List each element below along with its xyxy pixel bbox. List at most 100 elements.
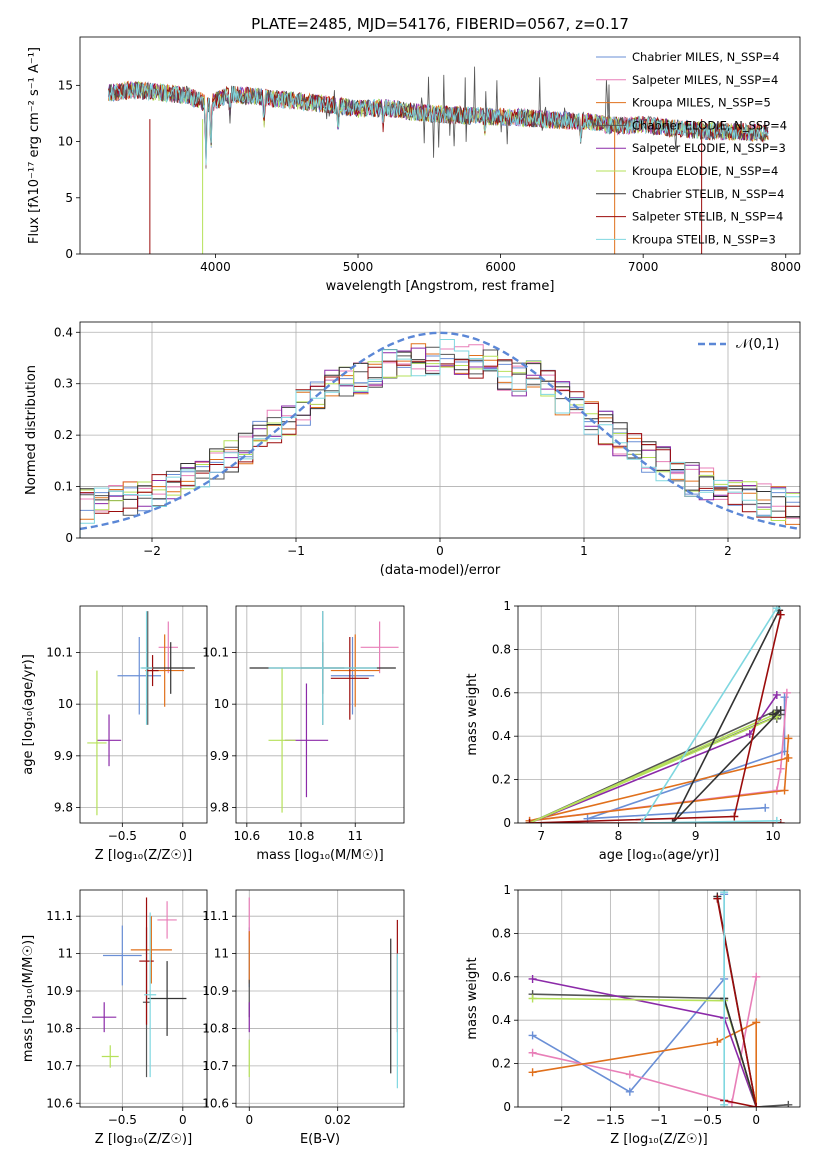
legend-label: Kroupa MILES, N_SSP=5 [632, 96, 771, 110]
weight-marker [768, 710, 777, 719]
y-tick-label: 0.4 [54, 325, 73, 339]
axes-frame [235, 605, 405, 824]
grid [236, 890, 404, 1107]
age-weight-panel: 7 8 9 10 0 0.2 0.4 0.6 0.8 1 age [log₁₀(age/yr)] ma… [465, 599, 801, 863]
weight-line [640, 607, 778, 823]
weight-line [671, 609, 782, 823]
spectrum-panel: 4000 5000 6000 7000 8000 0 5 10 15 wavelength [An… [27, 36, 801, 294]
z-age-panel: −0.5 0 9.8 9.9 10 10.1 Z [log₁₀(Z/Z☉)] age [log… [21, 605, 208, 863]
weight-marker [730, 812, 739, 821]
y-axis-label: mass [log₁₀(M/M☉)] [21, 935, 36, 1062]
x-axis-label: (data-model)/error [380, 563, 501, 578]
weight-marker [772, 690, 781, 699]
y-tick-label: 0.8 [492, 926, 511, 940]
y-tick-label: 1 [503, 599, 511, 613]
weight-line [529, 738, 790, 822]
axes-frame [79, 605, 208, 824]
legend-label: Kroupa STELIB, N_SSP=3 [632, 232, 776, 246]
y-tick-label: 10.8 [46, 1021, 73, 1035]
x-tick-label: −1 [287, 544, 305, 558]
weight-marker [772, 816, 781, 823]
weight-marker [772, 606, 781, 613]
y-tick-label: 5 [65, 191, 73, 205]
y-tick-label: 0.4 [492, 1013, 511, 1027]
x-tick-label: 8000 [770, 260, 801, 274]
histogram-series [80, 339, 800, 538]
y-tick-label: 0.4 [492, 729, 511, 743]
x-axis-label: Z [log₁₀(Z/Z☉)] [95, 848, 192, 863]
y-tick-label: 0 [65, 247, 73, 261]
legend-label: Chabrier MILES, N_SSP=4 [632, 50, 779, 64]
y-tick-label: 10.1 [202, 646, 229, 660]
y-tick-label: 10.8 [202, 1021, 229, 1035]
y-tick-label: 0.6 [492, 686, 511, 700]
y-tick-label: 10 [58, 135, 73, 149]
y-tick-label: 11 [58, 947, 73, 961]
weight-marker [752, 1018, 761, 1027]
legend-label: Salpeter ELODIE, N_SSP=3 [632, 141, 786, 155]
plot-area [108, 66, 769, 254]
z-weight-panel: −2 −1.5 −1 −0.5 0 0 0.2 0.4 0.6 0.8 1 Z [log₁₀(Z/Z☉… [465, 883, 801, 1147]
x-axis-label: age [log₁₀(age/yr)] [599, 848, 720, 863]
x-tick-label: −1 [650, 1113, 668, 1127]
weight-marker [776, 706, 785, 715]
weight-marker [782, 688, 791, 697]
weight-marker [720, 1100, 729, 1107]
legend-label: Chabrier ELODIE, N_SSP=4 [632, 118, 787, 132]
weight-marker [713, 1037, 722, 1046]
grid [236, 606, 404, 823]
x-tick-label: −2 [143, 544, 161, 558]
y-axis-label: Normed distribution [24, 365, 39, 495]
y-tick-label: 0.1 [54, 480, 73, 494]
y-tick-label: 0 [65, 531, 73, 545]
y-axis-label: Flux [fλ10⁻¹⁷ erg cm⁻² s⁻¹ A⁻¹] [27, 47, 42, 244]
x-tick-label: −1.5 [596, 1113, 625, 1127]
y-tick-label: 0.2 [492, 1057, 511, 1071]
plot-area [249, 611, 399, 813]
mass-age-panel: 10.6 10.8 11 9.8 9.9 10 10.1 mass [log₁₀(M/M☉)] [202, 605, 405, 863]
axes-frame [517, 889, 801, 1108]
y-tick-label: 11.1 [46, 909, 73, 923]
x-tick-label: 10 [765, 829, 780, 843]
x-axis-label: wavelength [Angstrom, rest frame] [326, 279, 555, 294]
plot-area [92, 897, 187, 1078]
legend-label: Kroupa ELODIE, N_SSP=4 [632, 164, 778, 178]
weight-marker [752, 1103, 761, 1107]
weight-marker [780, 786, 789, 795]
y-axis-label: mass weight [465, 673, 480, 755]
y-tick-label: 10.6 [202, 1096, 229, 1110]
x-tick-label: 7 [537, 829, 545, 843]
x-tick-label: 2 [724, 544, 732, 558]
legend-label: Salpeter MILES, N_SSP=4 [632, 73, 778, 87]
x-tick-label: 8 [615, 829, 623, 843]
weight-marker [625, 1070, 634, 1079]
y-tick-label: 0 [503, 816, 511, 830]
x-tick-label: 10.6 [233, 829, 260, 843]
plot-area [528, 890, 793, 1107]
weight-line [529, 614, 782, 823]
legend-label: 𝒩(0,1) [736, 337, 779, 352]
x-tick-label: 7000 [628, 260, 659, 274]
weight-marker [713, 894, 722, 903]
y-tick-label: 10.7 [46, 1059, 73, 1073]
weight-marker [776, 764, 785, 773]
x-axis-label: Z [log₁₀(Z/Z☉)] [95, 1132, 192, 1147]
spectrum-line [108, 80, 769, 167]
weight-line [529, 713, 778, 823]
y-tick-label: 10.7 [202, 1059, 229, 1073]
y-tick-label: 11.1 [202, 909, 229, 923]
weight-marker [528, 994, 537, 1003]
x-tick-label: 10.8 [288, 829, 315, 843]
legend-label: Chabrier STELIB, N_SSP=4 [632, 187, 784, 201]
weight-line [532, 894, 725, 1093]
grid [80, 606, 207, 823]
axes-frame [79, 36, 801, 255]
y-tick-label: 0.8 [492, 642, 511, 656]
x-tick-label: 0 [179, 829, 187, 843]
y-tick-label: 10.9 [202, 984, 229, 998]
y-tick-label: 0.6 [492, 970, 511, 984]
y-tick-label: 9.9 [54, 749, 73, 763]
x-tick-label: 11 [348, 829, 363, 843]
x-tick-label: 0 [245, 1113, 253, 1127]
